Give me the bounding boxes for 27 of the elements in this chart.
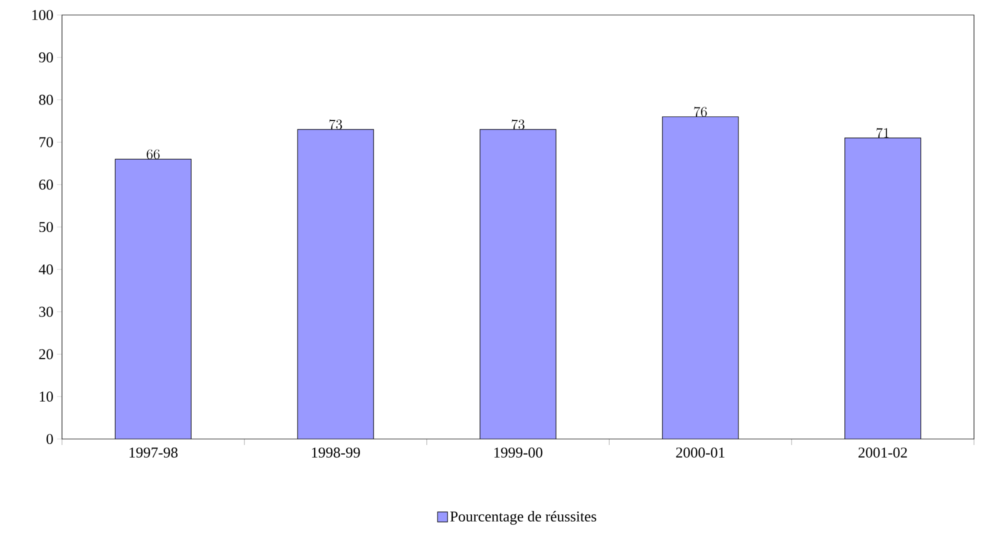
bar	[114, 158, 192, 439]
y-tick-label: 50	[39, 222, 53, 232]
data-label: 73	[512, 119, 524, 130]
x-tick-label: 1997-98	[130, 448, 178, 458]
y-tick-label: 90	[39, 52, 53, 62]
data-label: 66	[146, 149, 160, 160]
x-tick-label: 1999-00	[494, 448, 542, 458]
legend-label: Pourcentage de réussites	[450, 511, 596, 525]
bar	[844, 138, 922, 439]
y-tick-label: 60	[39, 180, 53, 190]
data-label: 71	[876, 128, 889, 138]
y-tick-label: 20	[39, 349, 53, 360]
bar	[480, 129, 556, 439]
y-tick-label: 0	[46, 434, 53, 444]
y-tick-label: 10	[40, 392, 53, 402]
y-tick-label: 30	[39, 306, 53, 317]
y-tick-label: 70	[40, 137, 53, 148]
y-tick-label: 80	[39, 94, 53, 105]
data-label: 76	[694, 106, 707, 117]
y-tick-label: 40	[38, 264, 53, 274]
data-label: 73	[329, 119, 342, 130]
bar	[297, 129, 374, 439]
bar	[662, 116, 739, 439]
y-tick-label: 100	[32, 10, 53, 20]
x-tick-label: 2001-02	[858, 448, 907, 458]
x-tick-label: 1998-99	[312, 448, 360, 458]
x-tick-label: 2000-01	[676, 448, 724, 458]
